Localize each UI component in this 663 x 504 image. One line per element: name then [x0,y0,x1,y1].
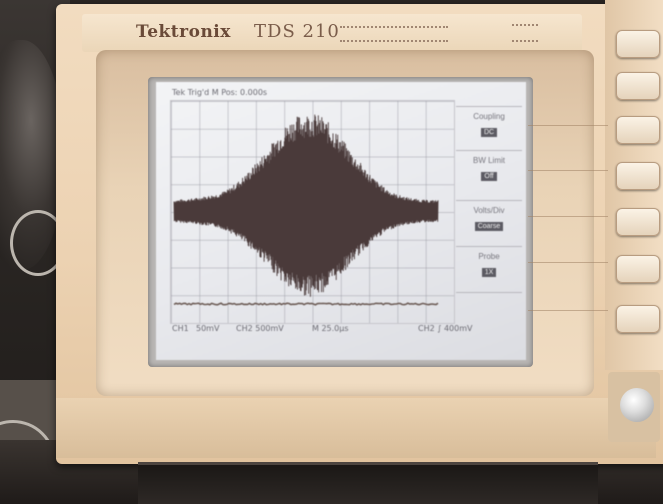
model-name: TDS 210 [254,21,340,42]
menu-divider [456,246,522,247]
menu-value: Off [481,172,497,181]
spec-text-lines [340,26,448,42]
menu-label: BW Limit [473,156,505,165]
timebase: M 25.0µs [312,324,349,333]
menu-button-5[interactable] [616,208,660,236]
oscilloscope-screen: Tek Trig'd M Pos: 0.000s Coupling DC BW … [156,82,526,360]
waveform [173,114,439,306]
spec-text-lines [512,24,538,42]
menu-label: Coupling [473,112,505,121]
brand-strip [82,14,582,52]
menu-label: Volts/Div [473,206,505,215]
menu-divider [456,292,522,293]
channel-2-trace [173,302,439,306]
menu-button-6[interactable] [616,255,660,283]
menu-value: DC [480,128,498,137]
ch1-scale: 50mV [196,324,220,333]
side-menu: Coupling DC BW Limit Off Volts/Div Coars… [456,106,522,318]
menu-divider [456,150,522,151]
oscilloscope-stand [138,462,598,504]
menu-divider [456,106,522,107]
menu-label: Probe [478,252,500,261]
button-guide-line [528,216,608,217]
status-text: Tek Trig'd M Pos: 0.000s [172,88,268,97]
menu-button-7[interactable] [616,305,660,333]
control-knob[interactable] [620,388,654,422]
menu-value: 1X [481,268,497,277]
button-guide-line [528,170,608,171]
ch2-scale: CH2 500mV [236,324,284,333]
menu-divider [456,200,522,201]
ch1-label: CH1 [172,324,189,333]
button-guide-line [528,125,608,126]
menu-item-probe: Probe 1X [456,252,522,279]
menu-value: Coarse [474,222,504,231]
button-guide-line [528,310,608,311]
bottom-readout-bar: CH1 50mV CH2 500mV M 25.0µs CH2 ∫ 400mV [156,322,526,336]
trigger-readout: CH2 ∫ 400mV [418,324,473,333]
menu-button-4[interactable] [616,162,660,190]
brand-name: Tektronix [136,22,231,42]
status-bar: Tek Trig'd M Pos: 0.000s [156,88,446,100]
menu-button-3[interactable] [616,116,660,144]
menu-button-1[interactable] [616,30,660,58]
oscilloscope-lower-body [56,398,656,458]
channel-1-trace [173,114,439,297]
menu-item-coupling: Coupling DC [456,112,522,139]
button-guide-line [528,262,608,263]
menu-button-2[interactable] [616,72,660,100]
menu-item-volts-div: Volts/Div Coarse [456,206,522,233]
menu-item-bw-limit: BW Limit Off [456,156,522,183]
